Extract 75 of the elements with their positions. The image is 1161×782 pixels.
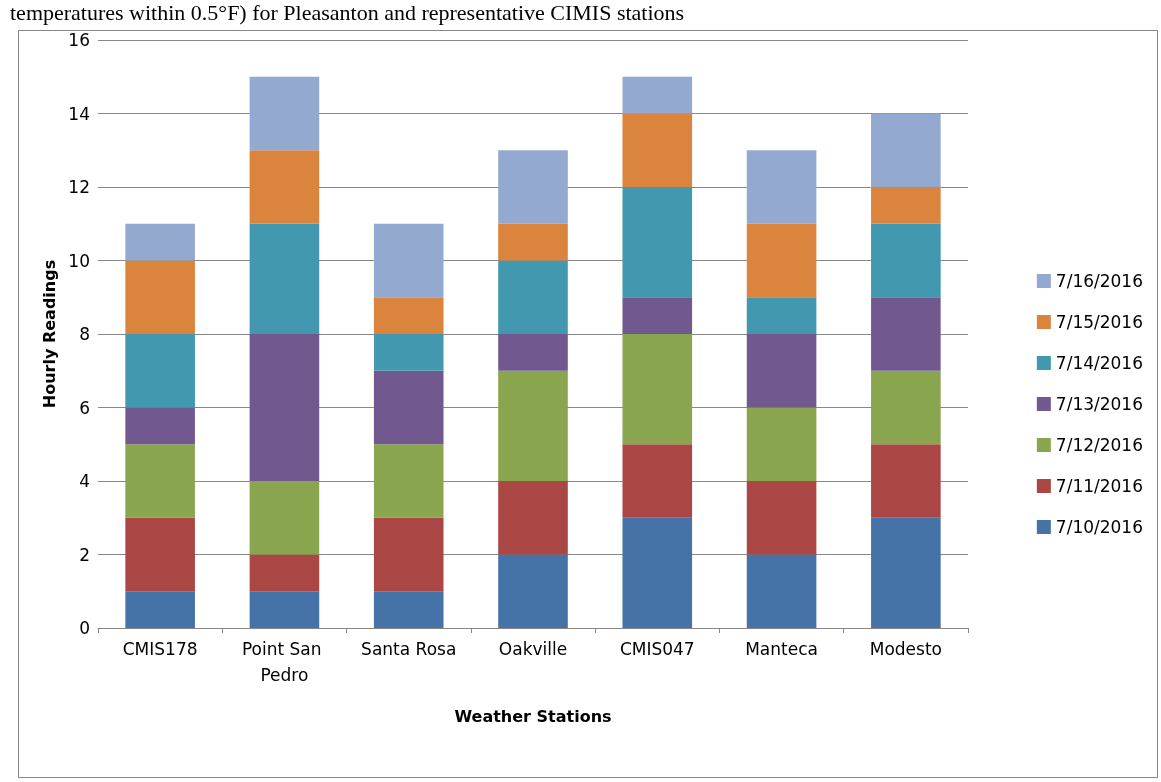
y-tick-label: 12 (68, 177, 90, 197)
legend-label: 7/12/2016 (1055, 435, 1144, 455)
bar (746, 297, 817, 334)
bar (622, 517, 693, 628)
x-tick-label: Oakville (498, 639, 568, 659)
bar (125, 334, 195, 408)
legend-label: 7/11/2016 (1055, 476, 1144, 496)
bar (746, 554, 817, 628)
legend-label: 7/10/2016 (1055, 517, 1144, 537)
bar (373, 297, 444, 334)
legend-label: 7/16/2016 (1055, 271, 1144, 291)
x-tick-label: Santa Rosa (361, 639, 457, 659)
bar (871, 187, 941, 224)
bar (373, 444, 444, 518)
bar (622, 334, 693, 445)
bar (746, 223, 817, 298)
legend-label: 7/15/2016 (1055, 312, 1144, 332)
bar (498, 334, 568, 371)
bar (871, 444, 941, 518)
bar (746, 334, 817, 408)
bar (125, 407, 195, 445)
bar (249, 481, 320, 555)
bar (622, 76, 693, 114)
y-tick-label: 16 (68, 30, 90, 50)
y-tick-label: 8 (79, 324, 90, 344)
bar (746, 407, 817, 481)
bar (249, 223, 320, 334)
legend-label: 7/14/2016 (1055, 353, 1144, 373)
y-axis-title: Hourly Readings (39, 259, 59, 409)
bar (746, 481, 817, 555)
bar (125, 517, 195, 592)
bar (249, 554, 320, 592)
y-tick-label: 14 (68, 103, 90, 124)
bar (871, 113, 941, 187)
x-tick-label: Manteca (745, 639, 818, 659)
x-tick-label: Point San Pedro (241, 639, 327, 685)
x-tick-label: Modesto (869, 639, 942, 659)
x-tick-label: CMIS178 (122, 639, 198, 659)
bar (249, 334, 320, 481)
bar (125, 591, 195, 628)
bar (373, 370, 444, 445)
bar (871, 297, 941, 371)
bar (249, 150, 320, 224)
bar (125, 444, 195, 518)
bar (373, 591, 444, 628)
bar (498, 260, 568, 334)
y-tick-label: 0 (79, 618, 90, 638)
bar (373, 517, 444, 592)
x-axis-title: Weather Stations (454, 706, 612, 726)
x-tick-label: CMIS047 (619, 639, 695, 659)
bar (498, 554, 568, 628)
bar (373, 223, 444, 298)
bar (125, 260, 195, 334)
bar (871, 370, 941, 445)
bar (498, 370, 568, 481)
y-tick-label: 4 (79, 471, 90, 491)
bar (622, 444, 693, 518)
bar (871, 223, 941, 298)
y-tick-label: 6 (79, 397, 90, 418)
bar (249, 76, 320, 151)
bar (498, 150, 568, 224)
bar (871, 517, 941, 628)
legend-label: 7/13/2016 (1055, 394, 1144, 414)
bar (622, 187, 693, 298)
bar (249, 591, 320, 628)
bar (746, 150, 817, 224)
y-tick-label: 2 (79, 544, 90, 565)
bar (498, 481, 568, 555)
text: temperatures within 0.5°F) for Pleasanton and representative CIMIS stations (10, 0, 685, 26)
bar (125, 223, 195, 261)
bar (498, 223, 568, 261)
bar (622, 113, 693, 187)
y-tick-label: 10 (68, 250, 90, 271)
bar (622, 297, 693, 334)
bar (373, 334, 444, 371)
